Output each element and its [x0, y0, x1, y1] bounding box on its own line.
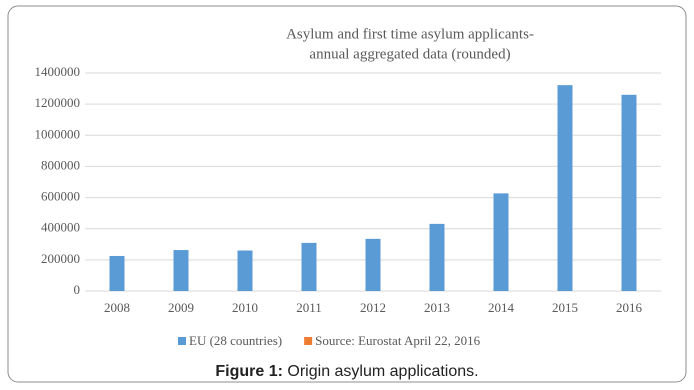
bar	[557, 85, 573, 291]
bar	[237, 250, 253, 291]
bar	[109, 255, 125, 291]
x-tick-label: 2010	[232, 300, 258, 315]
y-tick-label: 1200000	[35, 95, 81, 110]
bar	[429, 223, 445, 291]
bar	[621, 94, 637, 291]
legend-label: EU (28 countries)	[189, 333, 282, 348]
x-tick-label: 2015	[552, 300, 578, 315]
bar	[301, 242, 317, 291]
x-tick-label: 2009	[168, 300, 194, 315]
caption-label: Figure 1:	[215, 363, 283, 380]
x-tick-label: 2012	[360, 300, 386, 315]
x-tick-label: 2011	[296, 300, 322, 315]
chart-title: Asylum and first time asylum applicants-	[286, 26, 534, 42]
bar	[365, 238, 381, 291]
y-tick-label: 1400000	[35, 64, 81, 79]
caption: Figure 1: Origin asylum applications.	[215, 363, 478, 380]
x-tick-label: 2014	[488, 300, 515, 315]
chart-title: annual aggregated data (rounded)	[309, 46, 510, 62]
x-tick-label: 2013	[424, 300, 450, 315]
y-tick-label: 400000	[41, 220, 80, 235]
y-tick-label: 1000000	[35, 126, 81, 141]
y-tick-label: 200000	[41, 251, 80, 266]
bar	[493, 193, 509, 291]
y-tick-label: 800000	[41, 157, 80, 172]
bar	[173, 250, 189, 291]
x-tick-label: 2008	[104, 300, 130, 315]
y-tick-label: 600000	[41, 189, 80, 204]
legend-label: Source: Eurostat April 22, 2016	[315, 333, 481, 348]
caption-text: Origin asylum applications.	[287, 363, 478, 380]
x-tick-label: 2016	[616, 300, 643, 315]
y-tick-label: 0	[74, 282, 81, 297]
legend-swatch	[304, 337, 313, 345]
legend-swatch	[178, 337, 186, 345]
